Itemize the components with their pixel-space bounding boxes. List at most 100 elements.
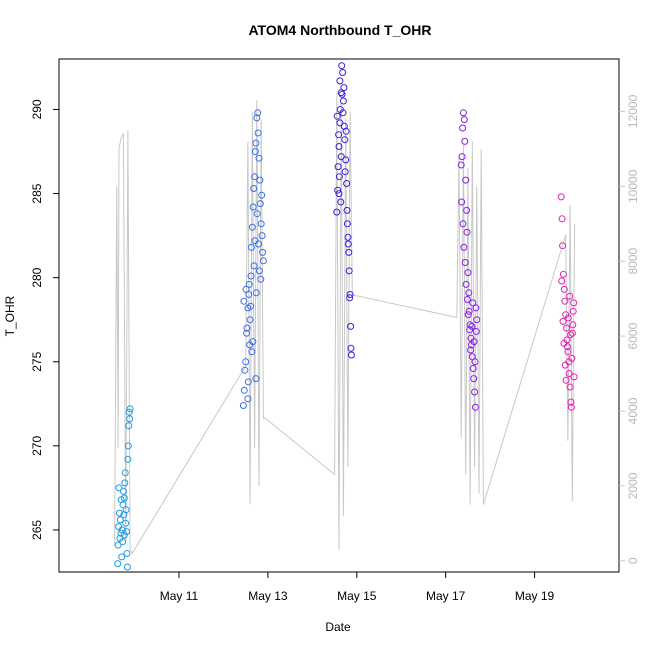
data-point xyxy=(114,560,122,568)
data-point xyxy=(255,154,263,162)
data-point xyxy=(251,173,259,181)
data-point xyxy=(243,324,251,332)
data-point xyxy=(252,139,260,147)
data-point xyxy=(247,272,255,280)
data-point xyxy=(122,506,130,514)
data-point xyxy=(347,344,355,352)
chart-title: ATOM4 Northbound T_OHR xyxy=(248,22,431,38)
data-point xyxy=(258,191,266,199)
x-tick-label: May 15 xyxy=(337,589,377,603)
data-point xyxy=(343,220,351,228)
data-point xyxy=(459,220,467,228)
data-point xyxy=(344,233,352,241)
data-point xyxy=(123,563,131,571)
x-tick-label: May 19 xyxy=(515,589,555,603)
data-point xyxy=(566,383,574,391)
data-point xyxy=(469,299,477,307)
data-point xyxy=(458,198,466,206)
y-tick-label: 290 xyxy=(30,99,44,119)
data-point xyxy=(114,541,122,549)
data-point xyxy=(341,136,349,144)
data-point xyxy=(567,398,575,406)
data-point xyxy=(459,109,467,117)
data-point xyxy=(333,208,341,216)
data-point xyxy=(123,550,131,557)
data-point xyxy=(239,402,247,409)
data-point xyxy=(570,373,578,381)
data-point xyxy=(246,316,254,324)
data-point xyxy=(126,405,134,413)
data-point xyxy=(256,200,264,208)
data-point xyxy=(244,395,252,403)
data-point xyxy=(341,168,349,176)
data-point xyxy=(563,324,571,332)
data-point xyxy=(338,90,346,98)
data-point xyxy=(115,509,123,517)
data-point xyxy=(473,316,481,324)
data-point xyxy=(242,358,250,366)
data-point xyxy=(472,328,480,335)
y2-tick-label: 10000 xyxy=(626,169,640,203)
data-point xyxy=(335,143,343,150)
data-point xyxy=(333,112,341,120)
data-point xyxy=(462,176,470,184)
data-point xyxy=(344,240,352,248)
data-point xyxy=(464,269,472,277)
scatter-points-layer xyxy=(114,62,578,571)
secondary-series-line xyxy=(114,92,576,555)
data-point xyxy=(461,137,469,145)
plot-area xyxy=(58,58,620,573)
data-point xyxy=(463,296,471,303)
data-point xyxy=(463,228,471,236)
y-axis-title: T_OHR xyxy=(3,295,17,336)
data-point xyxy=(126,415,134,423)
data-point xyxy=(560,285,568,293)
data-point xyxy=(240,297,248,305)
data-point xyxy=(471,388,479,396)
x-tick-label: May 17 xyxy=(426,589,466,603)
y-tick-label: 275 xyxy=(30,351,44,371)
data-point xyxy=(117,529,125,537)
data-point xyxy=(116,516,124,524)
data-point xyxy=(246,341,254,349)
x-tick-label: May 13 xyxy=(248,589,288,603)
data-point xyxy=(559,242,567,250)
y-tick-label: 270 xyxy=(30,436,44,456)
data-point xyxy=(462,280,470,288)
data-point xyxy=(465,307,473,315)
data-point xyxy=(250,262,258,270)
data-point xyxy=(564,348,572,356)
x-tick-label: May 11 xyxy=(160,589,199,603)
data-point xyxy=(254,109,262,117)
data-point xyxy=(247,302,255,310)
x-axis-title: Date xyxy=(325,620,351,634)
data-point xyxy=(339,109,347,117)
data-point xyxy=(566,292,574,300)
data-point xyxy=(559,317,567,325)
data-point xyxy=(347,322,355,330)
data-point xyxy=(336,119,344,127)
data-point xyxy=(120,494,128,502)
data-point xyxy=(252,375,260,383)
data-point xyxy=(564,314,572,322)
data-point xyxy=(467,346,475,354)
data-point xyxy=(338,62,346,70)
y-tick-label: 265 xyxy=(30,520,44,540)
data-point xyxy=(457,161,465,169)
data-point xyxy=(118,553,126,561)
data-point xyxy=(466,321,474,329)
data-point xyxy=(342,127,350,135)
data-point xyxy=(240,386,248,394)
y2-tick-label: 6000 xyxy=(626,322,640,349)
data-point xyxy=(252,289,260,297)
data-point xyxy=(259,257,267,265)
data-point xyxy=(458,153,466,161)
data-point xyxy=(248,223,256,231)
data-point xyxy=(465,289,473,297)
data-point xyxy=(343,180,351,187)
data-point xyxy=(337,198,345,206)
data-point xyxy=(557,193,565,201)
data-point xyxy=(250,185,258,192)
data-point xyxy=(569,307,577,315)
series-2 xyxy=(239,109,267,409)
